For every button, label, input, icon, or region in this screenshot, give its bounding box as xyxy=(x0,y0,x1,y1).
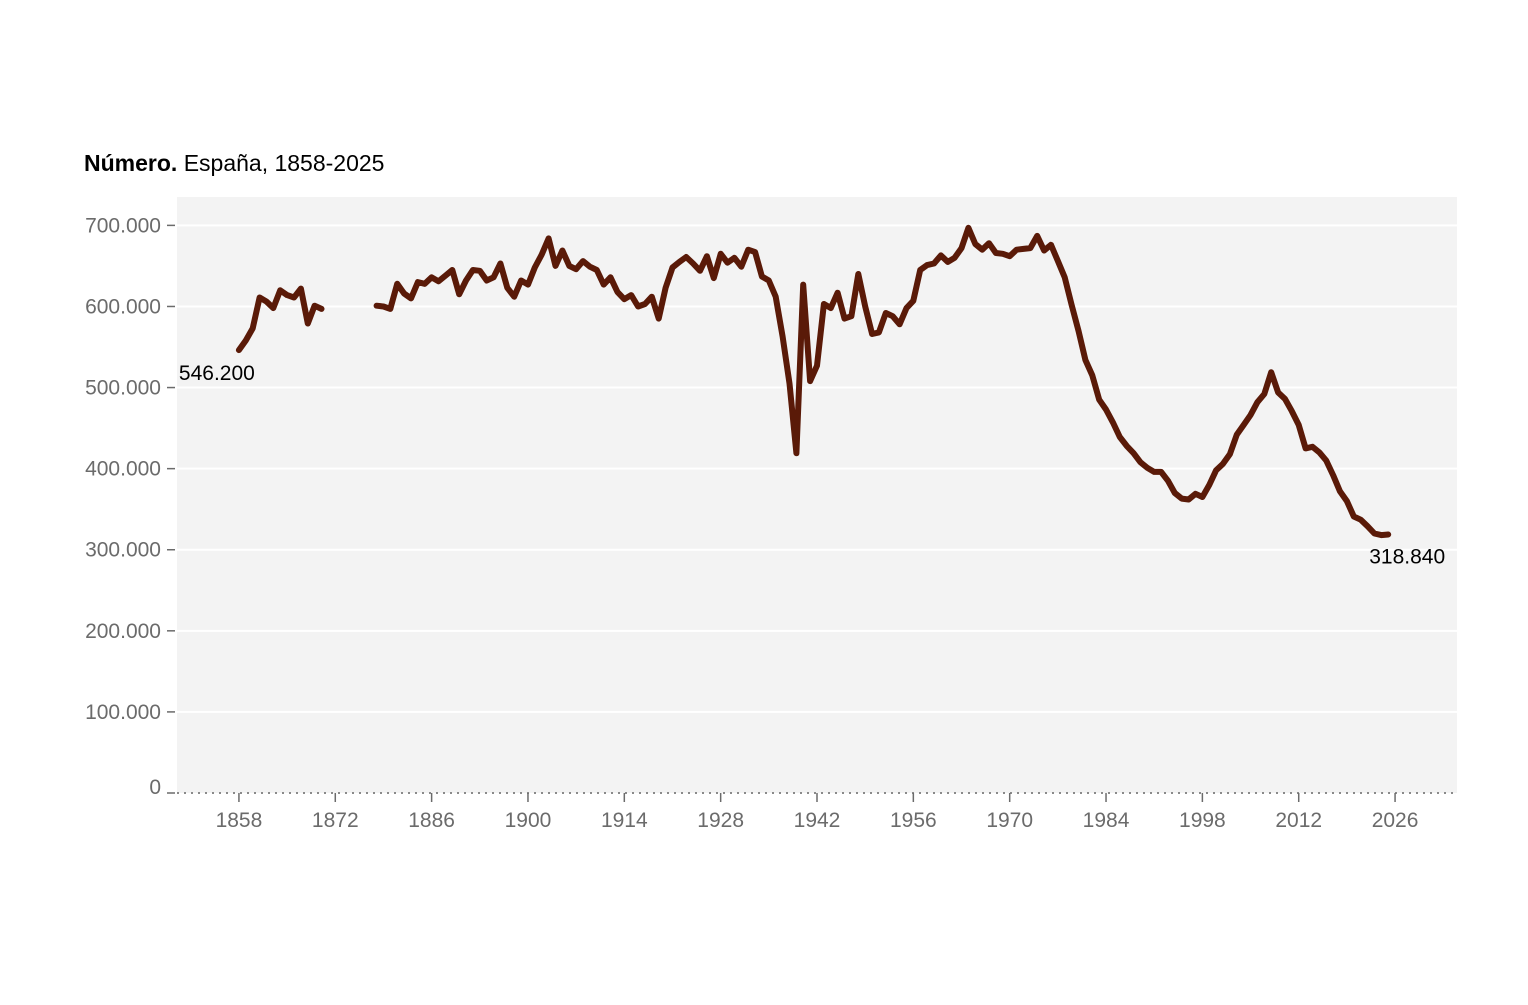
chart-title-rest: España, 1858-2025 xyxy=(183,150,385,176)
chart-title-bold: Número. xyxy=(84,150,178,176)
x-tick-label: 1872 xyxy=(312,809,359,832)
x-tick-label: 2012 xyxy=(1275,809,1322,832)
end-value-label: 318.840 xyxy=(1369,545,1445,568)
chart-title: Número. España, 1858-2025 xyxy=(84,150,384,177)
start-value-label: 546.200 xyxy=(179,362,255,385)
y-tick-label: 500.000 xyxy=(85,377,161,400)
series-line xyxy=(373,224,1392,539)
y-tick-label: 200.000 xyxy=(85,620,161,643)
y-tick-label: 400.000 xyxy=(85,458,161,481)
x-tick-label: 1984 xyxy=(1083,809,1130,832)
x-tick-label: 1928 xyxy=(697,809,744,832)
x-tick-label: 1956 xyxy=(890,809,937,832)
x-tick-label: 1942 xyxy=(794,809,841,832)
y-tick-label: 700.000 xyxy=(85,214,161,237)
y-tick-label: 0 xyxy=(149,776,161,799)
x-tick-label: 1998 xyxy=(1179,809,1226,832)
y-tick-label: 100.000 xyxy=(85,701,161,724)
x-tick-label: 1900 xyxy=(505,809,552,832)
x-tick-label: 2026 xyxy=(1372,809,1419,832)
x-tick-label: 1914 xyxy=(601,809,648,832)
x-axis: 1858 1872 1886 1900 1914 1928 1942 1956 1970 1984… xyxy=(177,792,1457,832)
plot-background xyxy=(177,197,1457,793)
x-tick-label: 1970 xyxy=(986,809,1033,832)
y-tick-label: 300.000 xyxy=(85,539,161,562)
series-group xyxy=(235,224,1392,539)
y-tick-label: 600.000 xyxy=(85,295,161,318)
x-tick-label: 1886 xyxy=(408,809,455,832)
y-axis: 0 100.000 200.000 300.000 400.000 500.000 600.… xyxy=(85,214,175,799)
x-tick-label: 1858 xyxy=(216,809,263,832)
series-line xyxy=(235,285,325,354)
